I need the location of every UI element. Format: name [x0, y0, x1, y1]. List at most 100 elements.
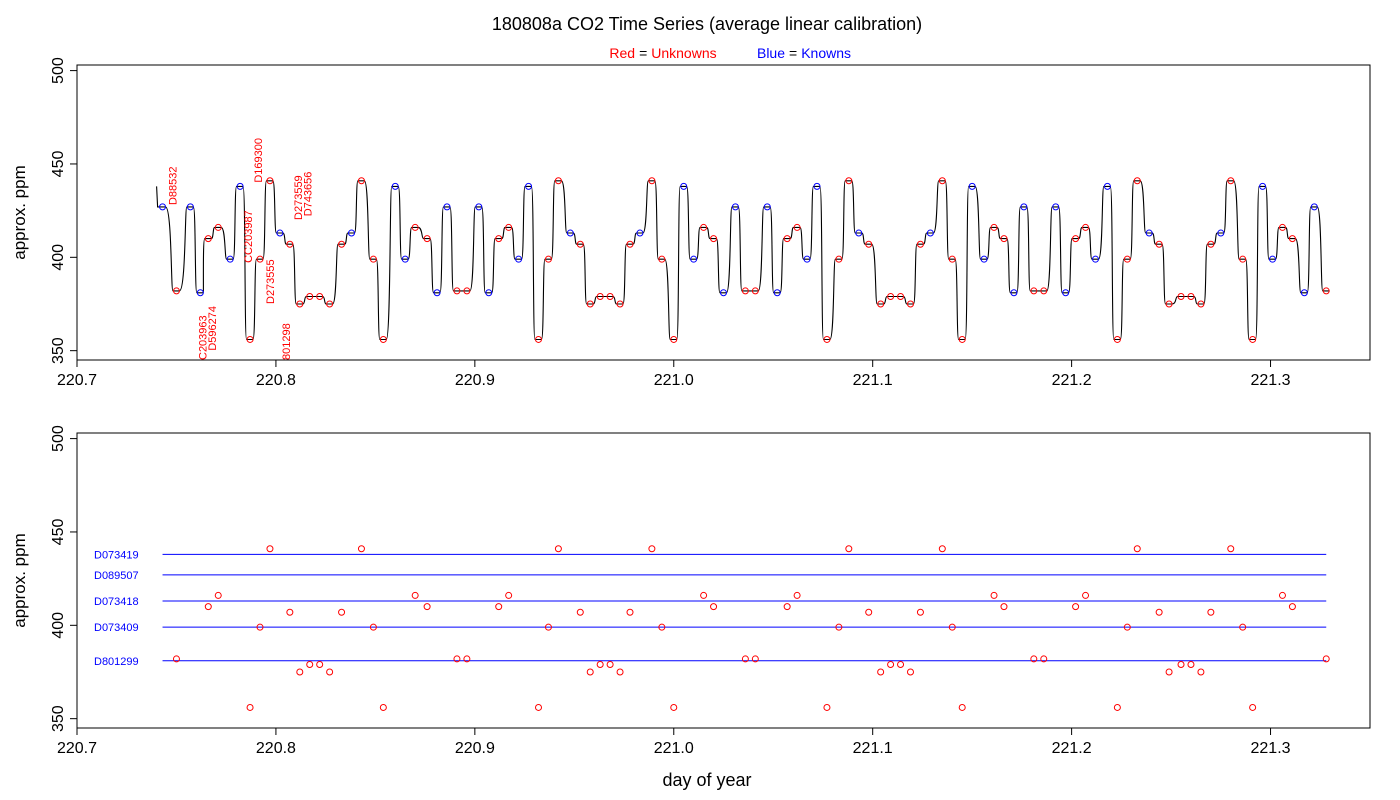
- known-reference-label: D801299: [94, 656, 139, 668]
- known-marker: [1145, 229, 1153, 237]
- unknown-marker: [1249, 335, 1257, 343]
- unknown-point: [1082, 591, 1090, 599]
- unknown-marker: [835, 255, 843, 263]
- unknown-marker: [266, 177, 274, 185]
- known-marker: [1269, 255, 1277, 263]
- unknown-point: [1207, 608, 1215, 616]
- known-marker: [813, 182, 821, 190]
- unknown-marker: [616, 300, 624, 308]
- known-marker: [525, 182, 533, 190]
- unknown-point: [379, 703, 387, 711]
- unknown-marker: [670, 335, 678, 343]
- unknown-point: [865, 608, 873, 616]
- unknown-point: [204, 603, 212, 611]
- unknown-marker: [897, 293, 905, 301]
- red-equals: =: [639, 45, 647, 61]
- known-reference-label: D073409: [94, 622, 139, 634]
- unknown-point: [286, 608, 294, 616]
- known-marker: [443, 203, 451, 211]
- top-x-tick-label: 220.7: [57, 372, 97, 389]
- unknown-marker: [1187, 293, 1195, 301]
- top-y-tick-label: 350: [50, 337, 67, 364]
- subtitle-legend: Red = Unknowns Blue = Knowns: [609, 45, 851, 61]
- unknown-point: [658, 623, 666, 631]
- known-marker: [226, 255, 234, 263]
- unknown-point: [606, 661, 614, 669]
- sample-id-label: D88532: [167, 166, 179, 205]
- bottom-y-tick-label: 450: [50, 519, 67, 546]
- unknown-marker: [535, 335, 543, 343]
- known-marker: [980, 255, 988, 263]
- sample-id-label: 801298: [281, 323, 293, 360]
- unknown-point: [1000, 603, 1008, 611]
- unknown-point: [670, 703, 678, 711]
- unknown-marker: [316, 293, 324, 301]
- known-marker: [1300, 289, 1308, 297]
- unknown-point: [369, 623, 377, 631]
- unknown-point: [463, 655, 471, 663]
- unknown-marker: [606, 293, 614, 301]
- unknown-point: [916, 608, 924, 616]
- unknown-marker: [648, 177, 656, 185]
- co2-trace-line: [156, 180, 1330, 341]
- top-x-tick-label: 220.8: [256, 372, 296, 389]
- unknown-marker: [296, 300, 304, 308]
- known-marker: [276, 229, 284, 237]
- unknown-marker: [1207, 240, 1215, 248]
- known-marker: [1217, 229, 1225, 237]
- unknown-marker: [990, 223, 998, 231]
- bottom-x-tick-label: 221.3: [1251, 740, 1291, 757]
- unknown-point: [1040, 655, 1048, 663]
- unknown-marker: [1082, 223, 1090, 231]
- unknown-point: [596, 661, 604, 669]
- unknown-marker: [423, 235, 431, 243]
- unknown-marker: [823, 335, 831, 343]
- unknown-point: [700, 591, 708, 599]
- bottom-x-tick-label: 221.1: [853, 740, 893, 757]
- unknown-point: [887, 661, 895, 669]
- sample-id-label: CC203987: [243, 210, 255, 263]
- unknown-marker: [1197, 300, 1205, 308]
- top-x-tick-label: 221.0: [654, 372, 694, 389]
- unknown-point: [1278, 591, 1286, 599]
- unknown-point: [845, 545, 853, 553]
- bottom-plot-frame: [76, 432, 1371, 729]
- unknown-point: [1133, 545, 1141, 553]
- unknown-marker: [463, 287, 471, 295]
- unknown-point: [1177, 661, 1185, 669]
- unknown-point: [1187, 661, 1195, 669]
- known-marker: [690, 255, 698, 263]
- known-marker: [968, 182, 976, 190]
- unknown-marker: [1155, 240, 1163, 248]
- unknown-marker: [1165, 300, 1173, 308]
- unknown-marker: [877, 300, 885, 308]
- bottom-y-axis-label: approx. ppm: [10, 533, 29, 628]
- unknown-point: [296, 668, 304, 676]
- unknown-marker: [710, 235, 718, 243]
- unknown-point: [616, 668, 624, 676]
- top-panel: 220.7 220.8 220.9 221.0 221.1 221.2 221.3 350 40…: [10, 57, 1371, 389]
- unknown-marker: [1072, 235, 1080, 243]
- known-marker: [566, 229, 574, 237]
- unknown-marker: [453, 287, 461, 295]
- unknowns-legend-text: Red = Unknowns: [609, 45, 716, 61]
- known-marker: [1010, 289, 1018, 297]
- known-marker: [433, 289, 441, 297]
- top-y-tick-label: 400: [50, 244, 67, 271]
- known-marker: [855, 229, 863, 237]
- unknown-marker: [338, 240, 346, 248]
- top-x-tick-label: 221.3: [1251, 372, 1291, 389]
- unknown-point: [306, 661, 314, 669]
- top-x-tick-label: 221.2: [1052, 372, 1092, 389]
- known-marker: [159, 203, 167, 211]
- bottom-x-tick-label: 220.9: [455, 740, 495, 757]
- known-marker: [680, 182, 688, 190]
- unknown-point: [214, 591, 222, 599]
- unknown-marker: [357, 177, 365, 185]
- bottom-x-tick-label: 221.2: [1052, 740, 1092, 757]
- unknown-point: [1123, 623, 1131, 631]
- bottom-x-tick-label: 220.8: [256, 740, 296, 757]
- known-reference-label: D089507: [94, 570, 139, 582]
- unknown-point: [751, 655, 759, 663]
